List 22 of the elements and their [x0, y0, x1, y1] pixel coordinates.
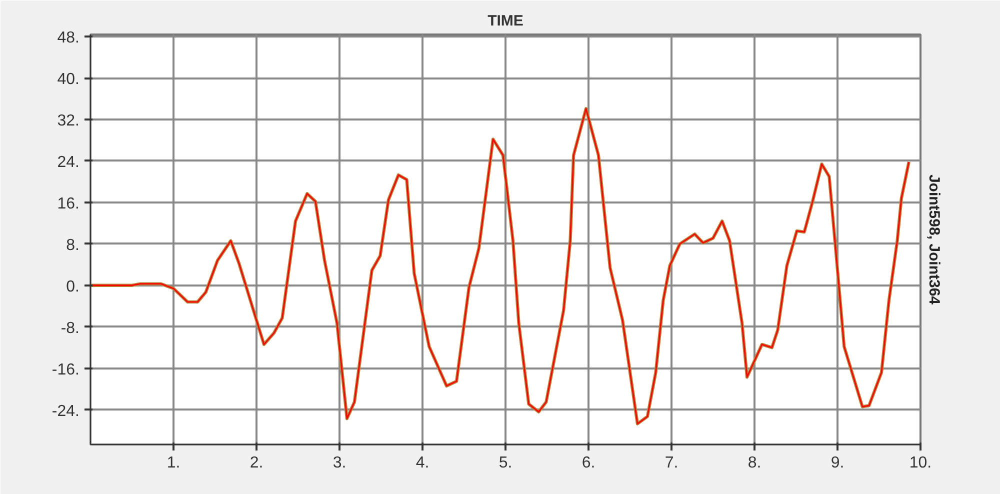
y-tick-label: -24.	[52, 402, 80, 420]
x-tick-label: 10.	[909, 454, 932, 472]
x-tick-label: 2.	[250, 454, 264, 472]
x-tick-label: 9.	[830, 454, 844, 472]
x-tick-label: 4.	[416, 454, 430, 472]
x-tick-label: 8.	[748, 454, 762, 472]
x-tick-label: 6.	[582, 454, 596, 472]
y-tick-label: 16.	[57, 195, 80, 212]
y-tick-label: -8.	[60, 320, 80, 337]
x-tick-label: 3.	[332, 454, 346, 472]
y-axis-title: Joint598, Joint364	[926, 174, 942, 306]
y-tick-label: 40.	[57, 71, 80, 88]
x-tick-label: 1.	[166, 454, 180, 472]
y-tick-label: 32.	[57, 112, 80, 130]
y-tick-label: -16.	[52, 361, 80, 378]
x-tick-label: 7.	[664, 454, 678, 472]
y-tick-label: 0.	[66, 278, 80, 296]
x-tick-label: 5.	[498, 454, 512, 472]
y-tick-label: 48.	[57, 30, 80, 47]
chart-title: TIME	[488, 12, 524, 30]
y-tick-label: 24.	[57, 154, 80, 171]
y-tick-label: 8.	[66, 236, 80, 254]
